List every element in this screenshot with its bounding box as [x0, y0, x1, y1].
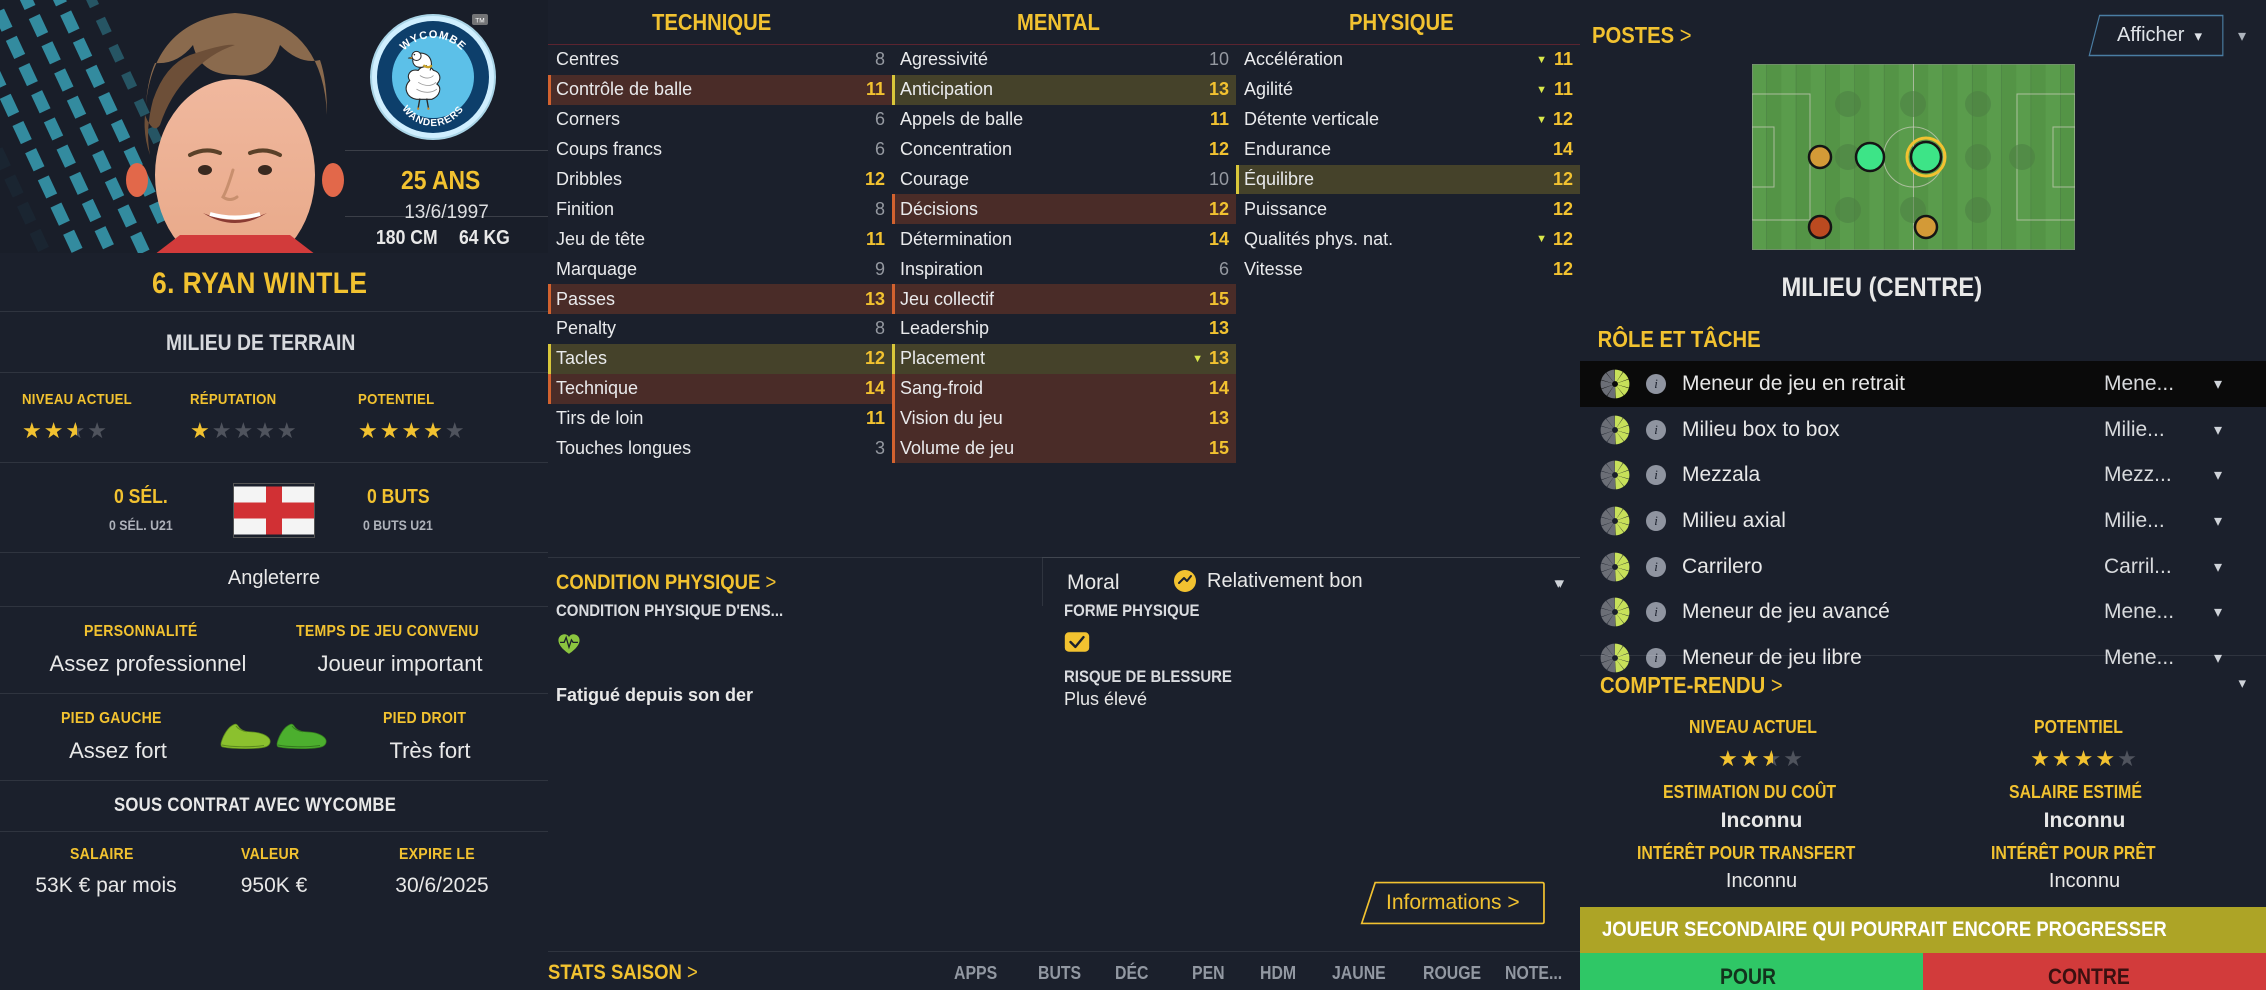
- svg-text:TM: TM: [475, 18, 484, 25]
